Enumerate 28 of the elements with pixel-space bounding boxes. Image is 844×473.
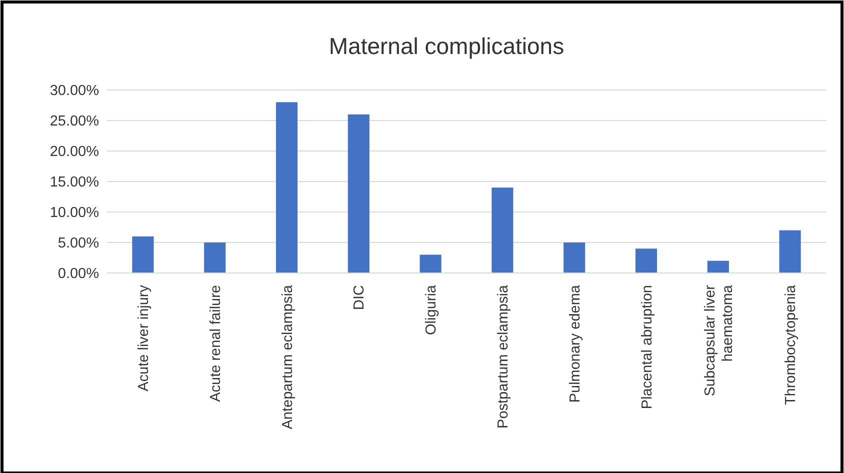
bar bbox=[420, 254, 442, 273]
bar bbox=[779, 230, 801, 273]
bar bbox=[635, 248, 658, 273]
bar bbox=[564, 242, 586, 273]
x-tick-label: Placental abruption bbox=[639, 285, 656, 410]
y-tick-label: 15.00% bbox=[50, 174, 100, 191]
bar bbox=[348, 114, 370, 273]
y-tick-label: 10.00% bbox=[50, 205, 100, 222]
bar bbox=[276, 102, 298, 273]
y-tick-label: 25.00% bbox=[50, 114, 100, 130]
x-tick-label: DIC bbox=[352, 285, 368, 310]
y-tick-label: 5.00% bbox=[58, 236, 100, 252]
bar bbox=[707, 260, 729, 273]
x-tick-label: Oliguria bbox=[424, 284, 440, 335]
x-tick-label: Acute renal failure bbox=[208, 285, 224, 402]
y-tick-label: 30.00% bbox=[50, 83, 100, 100]
x-tick-label: Postpartum eclampsia bbox=[496, 284, 512, 428]
bar bbox=[492, 188, 514, 273]
x-tick-label: Antepartum eclampsia bbox=[280, 284, 296, 430]
bar bbox=[132, 236, 154, 273]
x-tick-label: Pulmonary edema bbox=[567, 284, 584, 403]
chart-title: Maternal complications bbox=[328, 33, 564, 59]
x-tick-label: Acute liver injury bbox=[136, 284, 152, 392]
bar bbox=[204, 242, 226, 273]
x-tick-label: Subcapsular liver haematoma bbox=[702, 284, 736, 396]
y-tick-label: 0.00% bbox=[58, 266, 100, 282]
x-tick-label: Thrombocytopenia bbox=[783, 284, 800, 406]
y-tick-label: 20.00% bbox=[50, 144, 100, 160]
